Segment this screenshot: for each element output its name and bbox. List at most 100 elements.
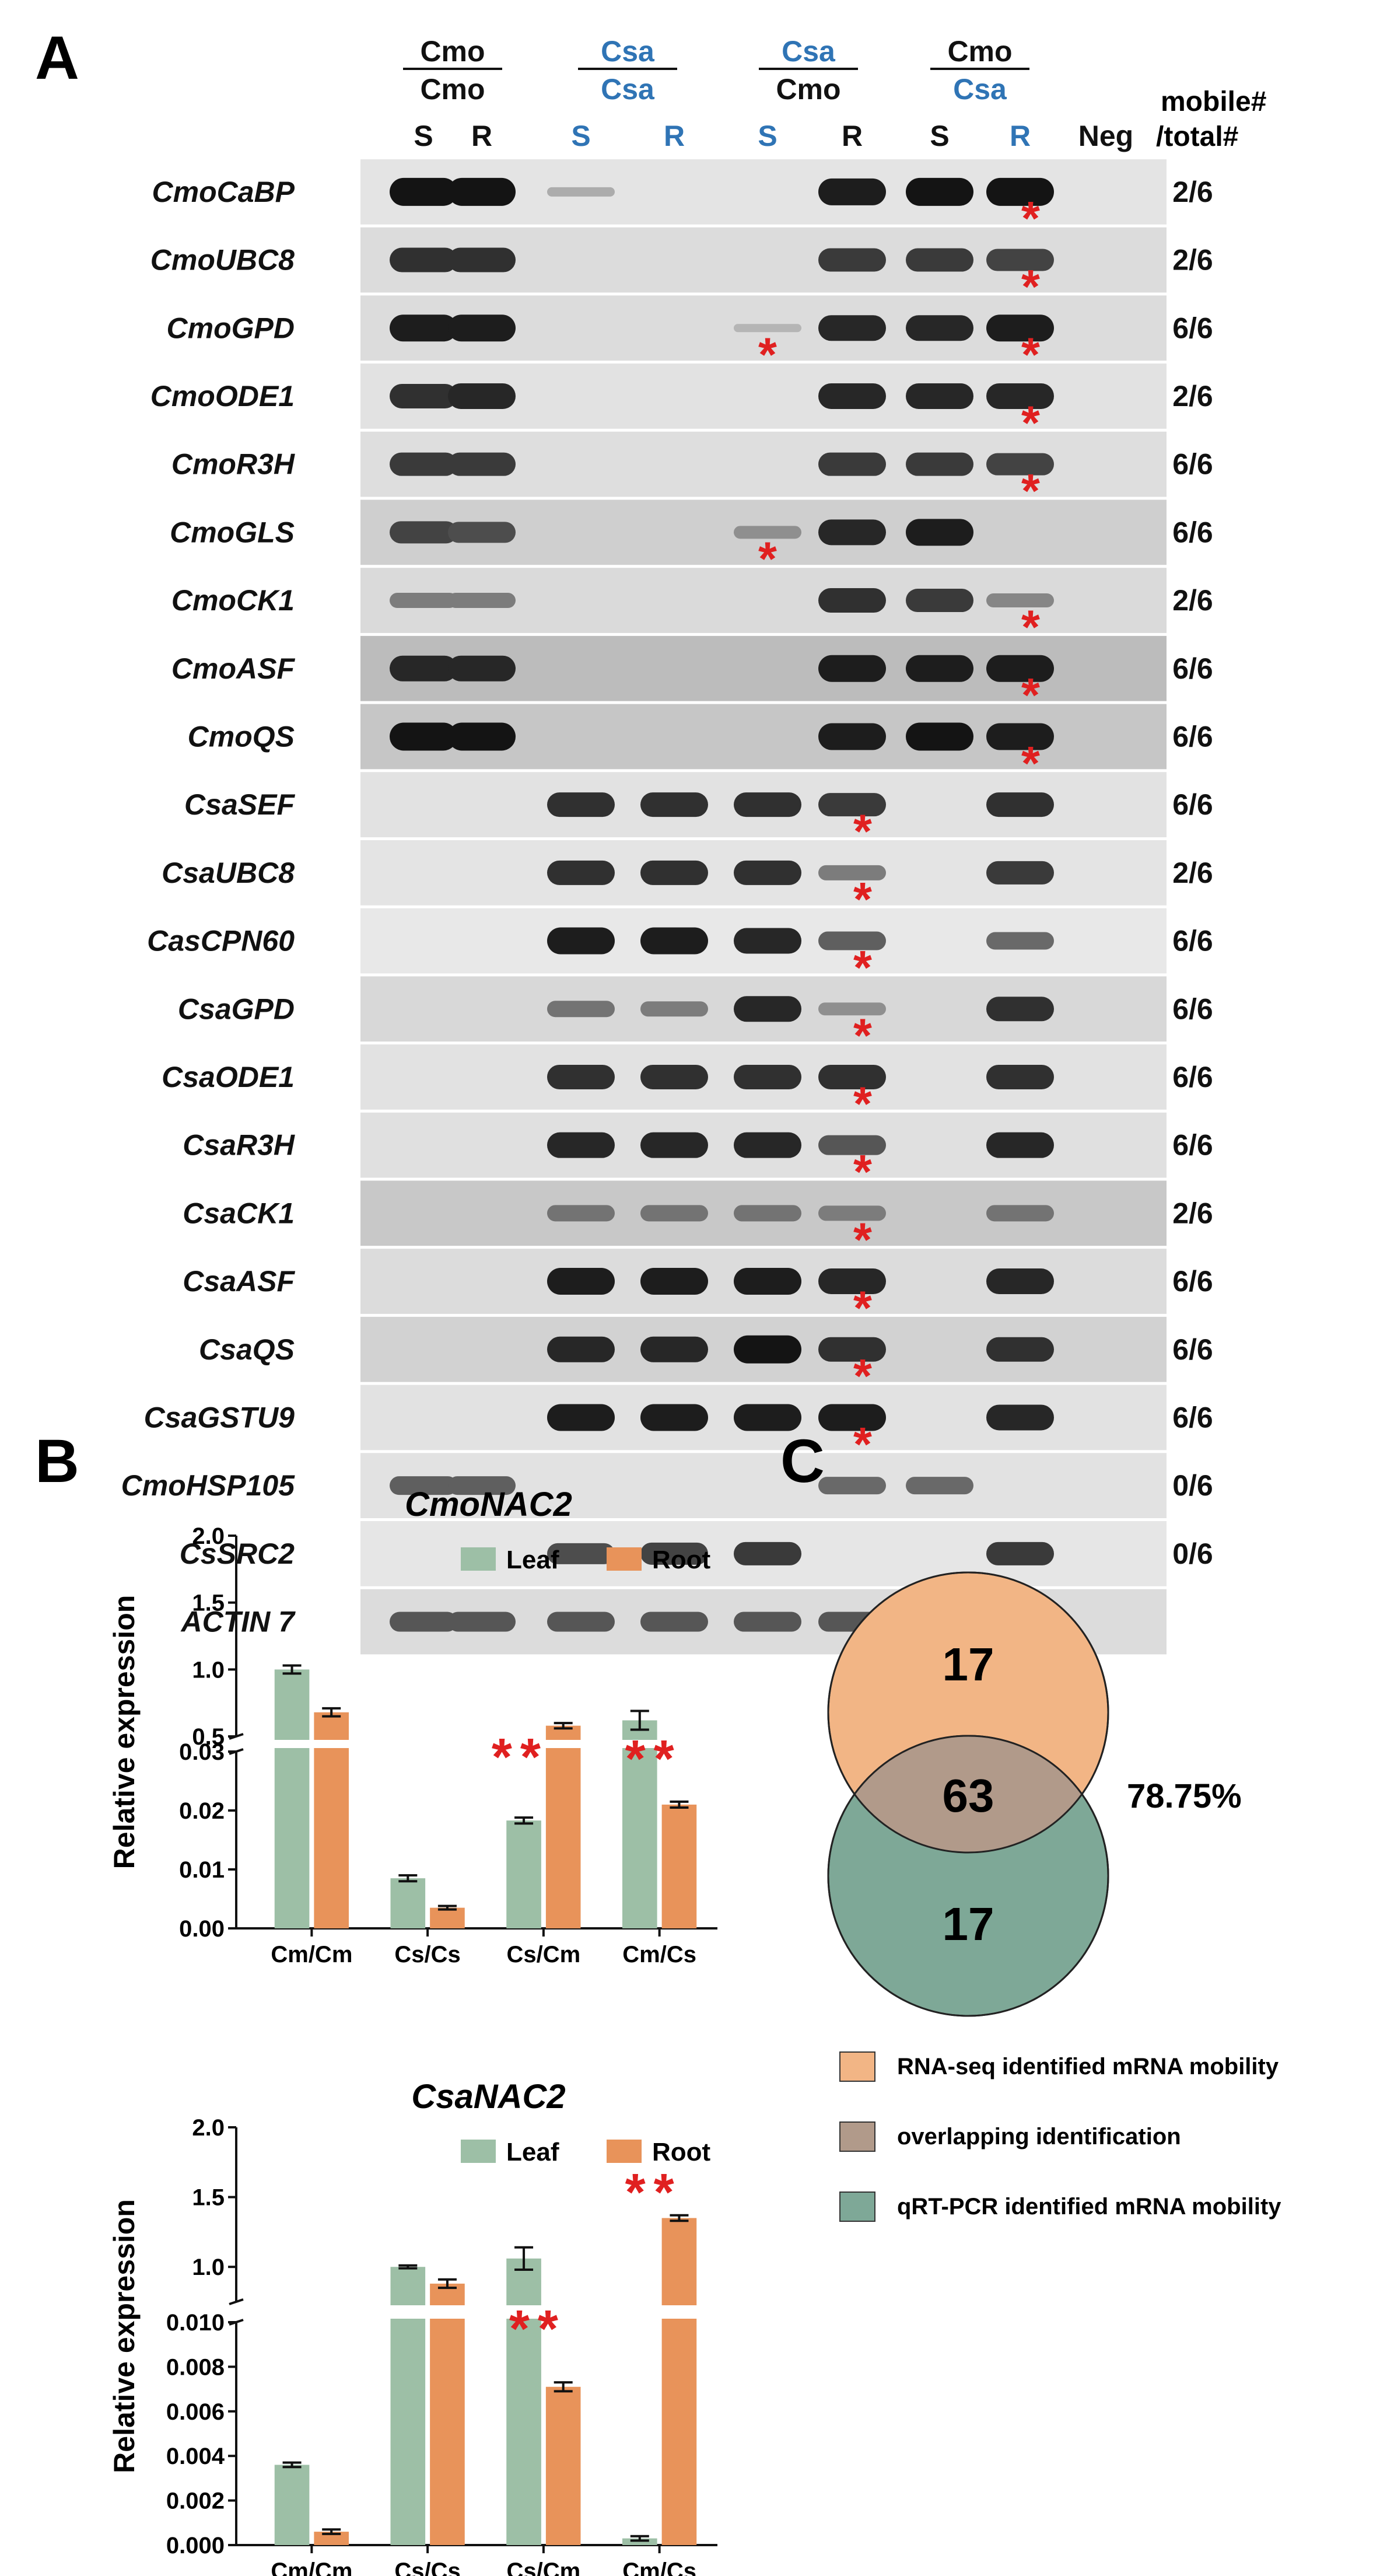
legend-swatch (839, 2051, 875, 2082)
legend-label: qRT-PCR identified mRNA mobility (897, 2194, 1281, 2220)
gel-band (734, 1612, 801, 1632)
gel-band (986, 932, 1054, 950)
axis-break-gap (238, 1740, 719, 1748)
gene-label: CsaODE1 (162, 1061, 295, 1093)
x-tick-label: Cm/Cs (622, 2558, 696, 2576)
y-tick-label: 0.008 (166, 2354, 225, 2380)
gel-band (547, 1404, 615, 1431)
gel-band (818, 865, 886, 880)
gel-band (547, 1543, 615, 1564)
gel-band (818, 1404, 886, 1431)
panel-b-label: B (35, 1427, 79, 1495)
gel-band (986, 1542, 1054, 1565)
mobile-ratio: 6/6 (1172, 448, 1213, 481)
group-top-label: Csa (782, 35, 836, 68)
gel-band (818, 1268, 886, 1295)
gel-band (906, 589, 973, 613)
y-axis-label: Relative expression (108, 1595, 141, 1869)
gel-band (734, 1404, 801, 1431)
gel-band (906, 452, 973, 476)
gel-band (547, 1001, 615, 1018)
gel-band (906, 315, 973, 341)
gel-band (448, 593, 516, 609)
gel-band (448, 1476, 516, 1495)
mobile-ratio: 6/6 (1172, 992, 1213, 1025)
chart-title: CmoNAC2 (405, 1486, 572, 1523)
gel-band (818, 178, 886, 205)
gene-label: CmoHSP105 (121, 1469, 296, 1502)
mobile-ratio: 6/6 (1172, 1265, 1213, 1298)
gel-band (818, 1064, 886, 1089)
legend-swatch-root (607, 1547, 642, 1571)
gel-band (734, 1268, 801, 1295)
gene-label: CsaASF (183, 1265, 295, 1298)
y-tick-label: 0.5 (192, 1724, 225, 1750)
gel-band (734, 1335, 801, 1364)
gel-band (986, 177, 1054, 206)
gel-band (818, 1477, 886, 1495)
gene-label: CsaUBC8 (162, 857, 295, 889)
gel-band (390, 452, 457, 476)
gel-band (734, 324, 801, 333)
gel-band (906, 722, 973, 751)
group-top-label: Cmo (947, 35, 1012, 68)
mobile-header-line1: mobile# (1161, 86, 1266, 117)
bar-leaf (274, 1669, 310, 1928)
venn-diagram: 17 63 17 78.75% (827, 1571, 1242, 2017)
group-bottom-label: Csa (953, 73, 1007, 106)
gel-band (986, 723, 1054, 750)
lane-label: R (1010, 120, 1031, 152)
mobile-ratio: 0/6 (1172, 1537, 1213, 1570)
venn-count-qrtpcr: 17 (943, 1898, 994, 1950)
gel-row: CsaASF*6/6 (183, 1249, 1213, 1335)
axis-break-gap (238, 2305, 719, 2319)
gel-band (986, 792, 1054, 817)
legend-swatch (839, 2121, 875, 2152)
gel-band (734, 1132, 801, 1158)
y-tick-label: 0.010 (166, 2310, 225, 2336)
chart-cmonac2: CmoNAC2 Relative expression 0.00 0.01 0.02 0.… (108, 1486, 719, 1967)
gel-band (547, 1336, 615, 1362)
lane-label: R (471, 120, 492, 152)
x-tick-label: Cs/Cm (507, 2558, 581, 2576)
gel-band (640, 1404, 708, 1431)
gel-band (640, 927, 708, 955)
group-bottom-label: Csa (601, 73, 655, 106)
gel-band (986, 997, 1054, 1022)
gene-label: CmoUBC8 (150, 244, 295, 277)
gel-row: CmoQS*6/6 (188, 704, 1213, 790)
gene-label: CsaR3H (183, 1129, 295, 1162)
bar-root (545, 1725, 581, 1928)
gene-label: CsaCK1 (183, 1197, 295, 1229)
gel-band (818, 723, 886, 750)
gel-row: CmoASF*6/6 (171, 635, 1213, 722)
gel-band (906, 655, 973, 682)
legend-leaf: Leaf (506, 2138, 559, 2166)
lane-label: Neg (1078, 120, 1133, 152)
bar-leaf (622, 1720, 657, 1928)
bar-root (430, 1907, 465, 1928)
gene-label: CmoCaBP (152, 176, 295, 208)
gel-band (906, 383, 973, 409)
gene-label: ACTIN 7 (180, 1606, 296, 1638)
bar-root (661, 1804, 697, 1928)
gel-band (986, 1064, 1054, 1089)
gel-row: CsaGSTU9*6/6 (144, 1385, 1213, 1471)
gel-band (640, 1612, 708, 1632)
legend-swatch (839, 2191, 875, 2222)
gel-band (734, 928, 801, 954)
gel-band (986, 383, 1054, 409)
chart-csanac2: CsaNAC2 Relative expression 0.000 0.002 0.00… (108, 2078, 719, 2576)
mobile-ratio: 6/6 (1172, 516, 1213, 548)
legend-label: overlapping identification (897, 2124, 1181, 2149)
gene-label: CmoR3H (171, 448, 295, 481)
gel-band (448, 722, 516, 751)
axis-break-mark (229, 2298, 244, 2305)
gel-row: CmoUBC8*2/6 (150, 227, 1213, 313)
bar-leaf (506, 1820, 541, 1928)
y-axis-label: Relative expression (108, 2199, 141, 2473)
gel-band (818, 452, 886, 476)
gene-label: CasCPN60 (147, 925, 295, 957)
